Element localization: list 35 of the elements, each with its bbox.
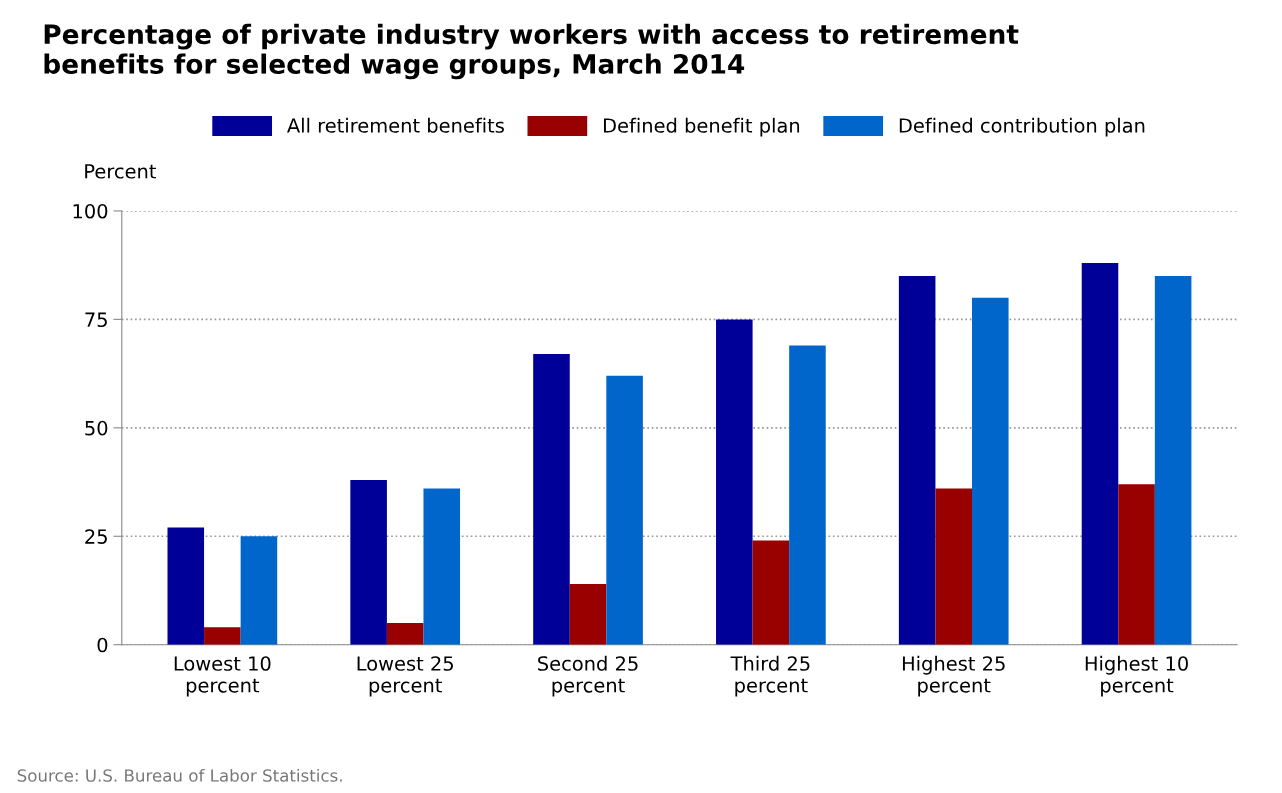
bar bbox=[350, 479, 387, 645]
bar bbox=[1118, 484, 1155, 645]
bar bbox=[972, 297, 1009, 645]
bar bbox=[423, 488, 461, 645]
chart-title: Percentage of private industry workers with access to retirement benefits for selected wage groups, March 2014 bbox=[44, 23, 1019, 80]
bar bbox=[716, 319, 753, 645]
bar bbox=[789, 345, 826, 645]
x-tick-label: Second 25 percent bbox=[538, 655, 638, 697]
bar bbox=[167, 527, 205, 645]
legend-label: All retirement benefits bbox=[287, 117, 504, 133]
x-tick-label: Highest 25 percent bbox=[902, 655, 1005, 697]
bar bbox=[935, 488, 973, 645]
x-tick-label: Lowest 25 percent bbox=[357, 656, 453, 697]
source-note: Source: U.S. Bureau of Labor Statistics. bbox=[17, 768, 342, 782]
y-tick-label: 50 bbox=[85, 420, 108, 436]
bar bbox=[386, 623, 424, 645]
bar bbox=[752, 540, 790, 645]
bar bbox=[204, 627, 241, 645]
bar bbox=[1081, 262, 1119, 645]
y-tick-label: 0 bbox=[97, 637, 108, 653]
legend-label: Defined contribution plan bbox=[899, 117, 1145, 137]
bar bbox=[533, 354, 570, 645]
bar bbox=[898, 276, 936, 645]
x-tick-label: Lowest 10 percent bbox=[174, 656, 271, 697]
bar bbox=[569, 583, 607, 645]
bar bbox=[606, 375, 643, 645]
bar bbox=[1154, 276, 1192, 645]
y-tick-label: 75 bbox=[85, 312, 107, 328]
y-axis-title: Percent bbox=[85, 164, 157, 179]
legend-label: Defined benefit plan bbox=[603, 117, 800, 137]
bar bbox=[240, 536, 278, 645]
y-tick-label: 25 bbox=[85, 529, 107, 544]
y-tick-label: 100 bbox=[73, 203, 108, 219]
x-tick-label: Highest 10 percent bbox=[1085, 655, 1188, 697]
x-tick-label: Third 25 percent bbox=[730, 655, 810, 697]
